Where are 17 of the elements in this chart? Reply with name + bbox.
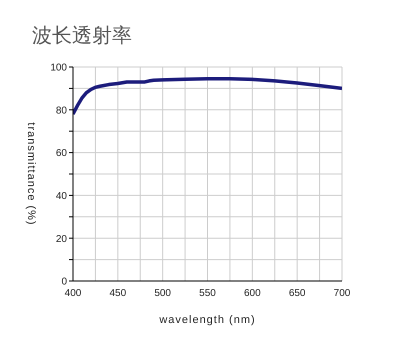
y-tick-label: 0	[61, 276, 68, 288]
x-tick-label: 600	[244, 288, 262, 300]
x-tick-label: 400	[64, 288, 82, 300]
x-tick-label: 550	[199, 288, 216, 300]
y-tick-label: 20	[56, 234, 68, 245]
line-series	[73, 77, 342, 116]
chart-title: 波长透射率	[32, 22, 132, 49]
y-tick-label: 100	[50, 62, 68, 74]
x-axis-title: wavelength (nm)	[158, 314, 256, 326]
y-tick-label: 40	[56, 190, 68, 202]
x-tick-label: 500	[154, 288, 172, 300]
y-axis-title: transmittance (%)	[25, 122, 38, 226]
y-tick-label: 60	[56, 148, 68, 160]
x-tick-label: 650	[288, 288, 306, 300]
x-tick-label: 700	[334, 288, 351, 300]
x-tick-label: 450	[109, 288, 127, 300]
y-tick-label: 80	[56, 105, 68, 116]
